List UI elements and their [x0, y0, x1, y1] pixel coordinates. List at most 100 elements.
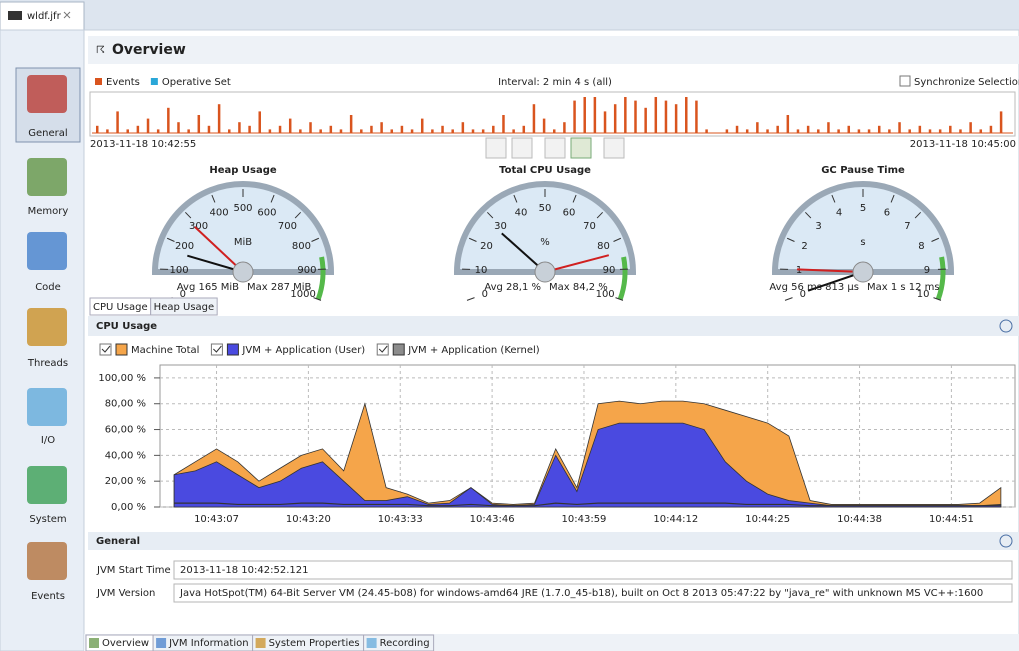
- gauge-tick-label: 30: [494, 221, 507, 232]
- event-bar: [969, 122, 972, 133]
- event-bar: [736, 126, 739, 133]
- sidebar-icon[interactable]: [27, 158, 67, 196]
- legend-label: Events: [106, 77, 140, 88]
- sidebar-label[interactable]: Threads: [27, 358, 68, 369]
- gauge-tick-label: 7: [904, 221, 910, 232]
- sidebar-label[interactable]: General: [28, 128, 67, 139]
- tab-title[interactable]: wldf.jfr: [27, 11, 62, 22]
- legend-checkbox[interactable]: [377, 344, 388, 355]
- legend-label[interactable]: JVM + Application (Kernel): [407, 345, 540, 356]
- event-bar: [919, 126, 922, 133]
- legend-swatch: [151, 78, 158, 85]
- event-bar: [949, 126, 952, 133]
- sidebar-icon[interactable]: [27, 232, 67, 270]
- event-bar: [177, 122, 180, 133]
- sidebar-icon[interactable]: [27, 308, 67, 346]
- gauge-unit: MiB: [234, 237, 252, 248]
- section-title: CPU Usage: [96, 321, 157, 332]
- nav-button[interactable]: [512, 138, 532, 158]
- event-bar: [665, 101, 668, 133]
- sidebar-label[interactable]: Memory: [28, 206, 69, 217]
- x-tick-label: 10:43:20: [286, 514, 331, 525]
- event-bar: [523, 126, 526, 133]
- bottom-tab-label[interactable]: Overview: [102, 638, 149, 649]
- event-bar: [248, 126, 251, 133]
- field-label: JVM Start Time: [96, 565, 171, 576]
- gauge-tick-label: 10: [475, 265, 488, 276]
- x-tick-label: 10:43:07: [194, 514, 239, 525]
- gauge-tick-label: 6: [884, 208, 890, 219]
- gauge-tick-label: 90: [603, 265, 616, 276]
- sidebar-label[interactable]: Code: [35, 282, 61, 293]
- event-bar: [807, 126, 810, 133]
- sidebar-icon[interactable]: [27, 466, 67, 504]
- event-bar: [594, 97, 597, 133]
- bottom-tab-label[interactable]: System Properties: [269, 638, 360, 649]
- event-bar: [898, 122, 901, 133]
- chart-tab-label[interactable]: Heap Usage: [154, 302, 214, 313]
- legend-label[interactable]: Machine Total: [131, 345, 199, 356]
- gauge-tick-label: 700: [278, 221, 297, 232]
- chart-tab-label[interactable]: CPU Usage: [93, 302, 148, 313]
- gauge-tick-label: 200: [175, 241, 194, 252]
- legend-checkbox[interactable]: [211, 344, 222, 355]
- y-tick-label: 40,00 %: [105, 450, 146, 461]
- gauge-title: Heap Usage: [209, 165, 277, 176]
- tab-icon: [8, 11, 22, 20]
- sidebar-label[interactable]: System: [29, 514, 66, 525]
- event-bar: [472, 129, 475, 133]
- gauge-max: Max 287 MiB: [247, 282, 312, 293]
- event-bar: [817, 129, 820, 133]
- interval: Interval: 2 min 4 s (all): [498, 77, 612, 88]
- bottom-tab-icon: [256, 638, 266, 648]
- nav-button[interactable]: [571, 138, 591, 158]
- event-bar: [279, 126, 282, 133]
- event-bar: [167, 108, 170, 133]
- legend-swatch: [116, 344, 127, 355]
- event-bar: [868, 129, 871, 133]
- nav-button[interactable]: [486, 138, 506, 158]
- sidebar-icon[interactable]: [27, 542, 67, 580]
- gauge-tick-label: 100: [169, 265, 188, 276]
- gauge-tick-label: 40: [515, 208, 528, 219]
- bottom-tab-label[interactable]: JVM Information: [168, 638, 248, 649]
- event-bar: [848, 126, 851, 133]
- event-bar: [776, 126, 779, 133]
- tab-bar: [0, 0, 1019, 30]
- header-icon: ☈: [96, 45, 105, 56]
- gauge-hub: [535, 262, 555, 282]
- event-bar: [208, 126, 211, 133]
- bottom-tab-icon: [367, 638, 377, 648]
- bottom-tab-label[interactable]: Recording: [380, 638, 430, 649]
- sync-label[interactable]: Synchronize Selection: [914, 77, 1019, 88]
- event-bar: [695, 101, 698, 133]
- event-bar: [482, 129, 485, 133]
- sidebar-label[interactable]: I/O: [41, 435, 55, 446]
- sync-checkbox[interactable]: [900, 76, 910, 86]
- legend-checkbox[interactable]: [100, 344, 111, 355]
- nav-button[interactable]: [604, 138, 624, 158]
- event-bar: [238, 122, 241, 133]
- legend-swatch: [227, 344, 238, 355]
- event-bar: [929, 129, 932, 133]
- event-bar: [319, 129, 322, 133]
- event-bar: [878, 126, 881, 133]
- event-bar: [888, 129, 891, 133]
- event-bar: [655, 97, 658, 133]
- gauge-tick-label: 9: [924, 265, 930, 276]
- event-bar: [228, 129, 231, 133]
- event-bar: [746, 129, 749, 133]
- sidebar-label[interactable]: Events: [31, 591, 65, 602]
- event-bar: [360, 129, 363, 133]
- events-end: 2013-11-18 10:45:00: [910, 139, 1016, 150]
- event-bar: [157, 129, 160, 133]
- event-bar: [563, 122, 566, 133]
- gauge-unit: %: [540, 237, 550, 248]
- bottom-tab-icon: [156, 638, 166, 648]
- nav-button[interactable]: [545, 138, 565, 158]
- sidebar-icon[interactable]: [27, 388, 67, 426]
- sidebar-icon[interactable]: [27, 75, 67, 113]
- legend-label[interactable]: JVM + Application (User): [241, 345, 365, 356]
- event-bar: [634, 101, 637, 133]
- bottom-tab-icon: [89, 638, 99, 648]
